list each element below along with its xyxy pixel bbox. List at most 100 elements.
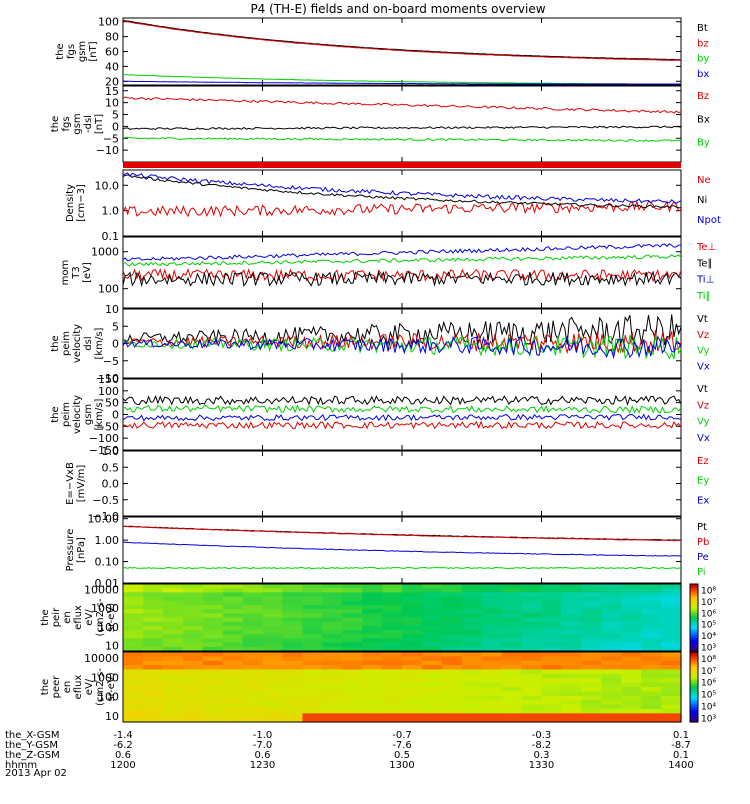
heatmap-cell bbox=[282, 642, 303, 648]
heatmap-cell bbox=[162, 691, 184, 697]
y-axis-label: [nT] bbox=[88, 41, 99, 61]
heatmap-cell bbox=[302, 682, 323, 688]
heatmap-cell bbox=[501, 708, 523, 714]
heatmap-cell bbox=[182, 717, 204, 723]
heatmap-cell bbox=[162, 646, 184, 652]
colorbar-segment bbox=[690, 692, 698, 695]
heatmap-cell bbox=[601, 604, 622, 610]
legend-Vy: Vy bbox=[697, 346, 710, 357]
heatmap-cell bbox=[441, 584, 463, 589]
heatmap-cell bbox=[461, 634, 483, 640]
heatmap-cell bbox=[202, 584, 224, 589]
heatmap-cell bbox=[362, 673, 383, 679]
heatmap-cell bbox=[561, 617, 582, 623]
heatmap-cell bbox=[441, 646, 463, 652]
heatmap-cell bbox=[402, 588, 423, 593]
heatmap-cell bbox=[641, 673, 662, 679]
heatmap-cell bbox=[561, 592, 582, 598]
heatmap-cell bbox=[581, 600, 602, 606]
colorbar-segment bbox=[690, 620, 698, 624]
y-tick-label: 0.01 bbox=[95, 577, 120, 590]
colorbar-segment bbox=[690, 669, 698, 672]
colorbar-segment bbox=[690, 711, 698, 714]
heatmap-cell bbox=[421, 642, 443, 648]
heatmap-cell bbox=[581, 669, 602, 675]
heatmap-cell bbox=[242, 687, 264, 692]
heatmap-cell bbox=[581, 652, 602, 657]
heatmap-cell bbox=[242, 682, 264, 688]
y-axis-label: [km/s] bbox=[94, 327, 105, 359]
x-row-value: 1230 bbox=[250, 760, 275, 771]
heatmap-cell bbox=[162, 625, 184, 631]
heatmap-cell bbox=[541, 682, 562, 688]
colorbar-segment bbox=[690, 647, 698, 650]
heatmap-cell bbox=[342, 665, 363, 671]
heatmap-cell bbox=[342, 617, 363, 623]
heatmap-cell bbox=[521, 652, 543, 657]
y-tick-label: 0 bbox=[112, 338, 119, 351]
heatmap-cell bbox=[421, 604, 443, 610]
heatmap-cell bbox=[402, 717, 423, 723]
legend-Bt: Bt bbox=[697, 23, 708, 34]
heatmap-cell bbox=[461, 700, 483, 706]
heatmap-cell bbox=[421, 704, 443, 710]
heatmap-cell bbox=[441, 652, 463, 657]
heatmap-cell bbox=[641, 708, 662, 714]
heatmap-cell bbox=[621, 652, 642, 657]
heatmap-cell bbox=[182, 665, 204, 671]
x-row-label: the_X-GSM bbox=[5, 730, 59, 741]
heatmap-cell bbox=[521, 691, 543, 697]
heatmap-cell bbox=[461, 713, 483, 719]
heatmap-cell bbox=[342, 613, 363, 619]
heatmap-cell bbox=[402, 682, 423, 688]
heatmap-cell bbox=[302, 687, 323, 692]
y-axis-label: Density bbox=[65, 184, 76, 222]
heatmap-cell bbox=[581, 673, 602, 679]
heatmap-cell bbox=[441, 695, 463, 701]
colorbar-segment bbox=[690, 681, 698, 685]
heatmap-cell bbox=[262, 621, 283, 627]
heatmap-cell bbox=[661, 584, 682, 589]
heatmap-cell bbox=[441, 638, 463, 644]
heatmap-cell bbox=[521, 621, 543, 627]
heatmap-cell bbox=[382, 588, 403, 593]
heatmap-cell bbox=[641, 700, 662, 706]
y-axis-label: the bbox=[50, 116, 61, 132]
legend-Bz: Bz bbox=[697, 91, 709, 102]
heatmap-cell bbox=[222, 604, 244, 610]
heatmap-cell bbox=[581, 630, 602, 635]
legend-Npot: Npot bbox=[697, 215, 721, 226]
heatmap-cell bbox=[322, 604, 343, 610]
heatmap-cell bbox=[561, 665, 582, 671]
heatmap-cell bbox=[521, 704, 543, 710]
heatmap-cell bbox=[441, 625, 463, 631]
heatmap-cell bbox=[601, 613, 622, 619]
heatmap-cell bbox=[123, 596, 144, 602]
legend: Bt bz by bx bbox=[697, 23, 709, 80]
heatmap-cell bbox=[123, 634, 144, 640]
colorbar-segment bbox=[690, 678, 698, 681]
heatmap-cell bbox=[481, 656, 503, 662]
heatmap-cell bbox=[222, 695, 244, 701]
heatmap-cell bbox=[342, 592, 363, 598]
colorbar-segment bbox=[690, 610, 698, 613]
panel-frame bbox=[122, 378, 682, 451]
y-tick-label: 5 bbox=[112, 320, 119, 333]
heatmap-cell bbox=[142, 665, 164, 671]
heatmap-cell bbox=[142, 630, 164, 635]
colorbar-segment bbox=[690, 704, 698, 707]
heatmap-cell bbox=[342, 584, 363, 589]
heatmap-cell bbox=[282, 682, 303, 688]
heatmap-cell bbox=[242, 673, 264, 679]
heatmap-cell bbox=[302, 669, 323, 675]
heatmap-cell bbox=[501, 613, 523, 619]
heatmap-cell bbox=[641, 617, 662, 623]
colorbar-label: 10⁴ bbox=[701, 702, 716, 712]
heatmap-cell bbox=[561, 682, 582, 688]
colorbar-segment bbox=[690, 688, 698, 692]
x-row-value: 0.1 bbox=[673, 750, 689, 761]
heatmap-cell bbox=[182, 613, 204, 619]
colorbar-segment bbox=[690, 660, 698, 664]
heatmap-cell bbox=[142, 652, 164, 657]
